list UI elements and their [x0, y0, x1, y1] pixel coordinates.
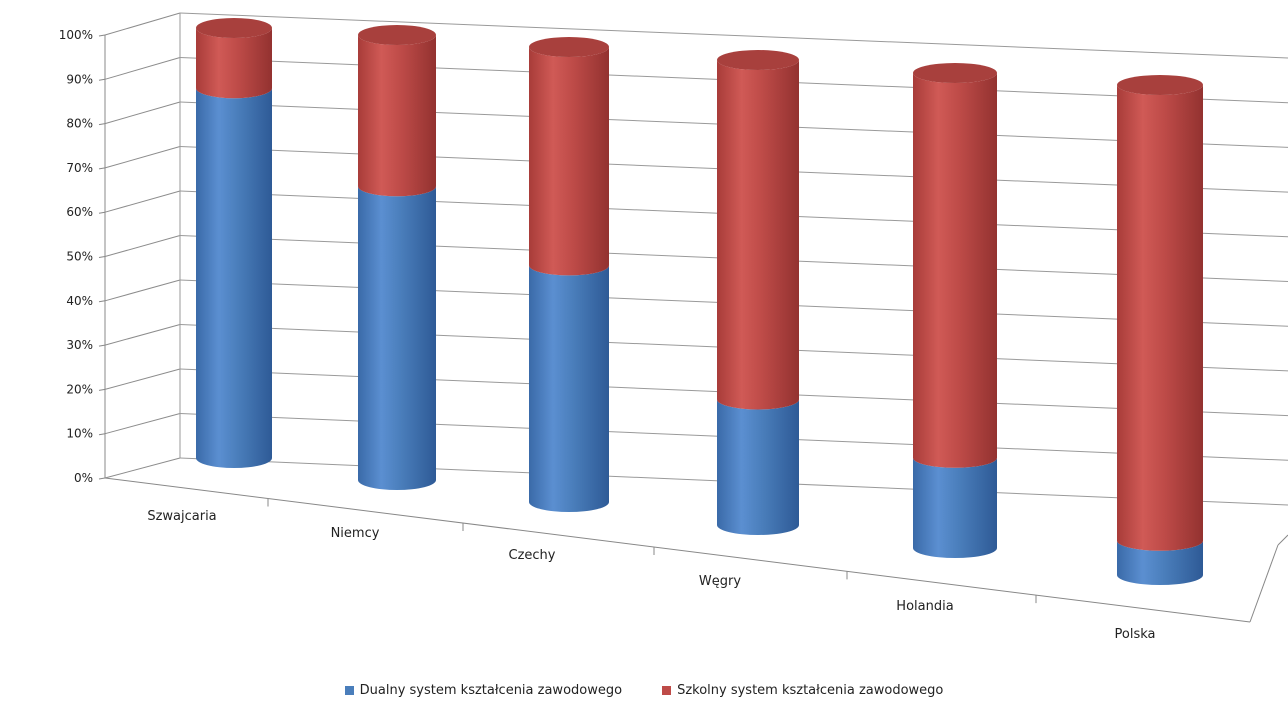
bar-szkolny — [358, 35, 436, 197]
y-tick-mark — [98, 388, 106, 391]
bar-dualny — [529, 265, 609, 512]
legend-label-dualny: Dualny system kształcenia zawodowego — [359, 682, 623, 698]
legend-swatch-szkolny — [662, 685, 672, 695]
bar-szkolny — [717, 60, 799, 410]
gridline-left — [104, 146, 181, 169]
x-tick-label: Czechy — [509, 548, 556, 563]
y-tick-label: 20% — [66, 382, 93, 396]
legend-item-szkolny: Szkolny system kształcenia zawodowego — [662, 680, 943, 700]
y-tick-label: 30% — [66, 338, 93, 352]
gridline-left — [104, 57, 181, 80]
bar-cap — [196, 18, 272, 38]
bar-dualny — [717, 399, 799, 535]
legend: Dualny system kształcenia zawodowego Szk… — [0, 680, 1288, 700]
bar-dualny — [196, 88, 272, 468]
gridline-left — [104, 279, 181, 302]
y-tick-label: 90% — [66, 72, 93, 86]
y-tick-mark — [98, 300, 106, 303]
gridline-left — [104, 12, 181, 36]
floor-right-edge — [1249, 544, 1279, 623]
cylinder-3 — [717, 50, 799, 535]
y-tick-mark — [98, 256, 106, 258]
gridline-left — [104, 101, 181, 125]
y-tick-mark — [98, 433, 106, 436]
gridline-back — [179, 12, 1288, 59]
chart-walls — [98, 12, 1288, 623]
y-tick-label: 10% — [66, 427, 93, 441]
y-tick-label: 50% — [66, 250, 93, 264]
gridline-left — [104, 324, 181, 346]
y-tick-label: 80% — [66, 117, 93, 131]
x-axis: Szwajcaria Niemcy Czechy Węgry Holandia Polsk… — [147, 509, 1155, 642]
bar-cap — [1117, 75, 1203, 95]
x-tick-label: Holandia — [896, 599, 953, 614]
y-tick-mark — [98, 78, 106, 81]
bar-cap — [717, 50, 799, 70]
gridline-left — [104, 368, 181, 390]
gridline-left — [104, 413, 181, 435]
y-tick-mark — [98, 123, 106, 126]
y-tick-mark — [98, 344, 106, 347]
cylinder-0 — [196, 18, 272, 468]
legend-label-szkolny: Szkolny system kształcenia zawodowego — [677, 682, 944, 698]
y-tick-mark — [98, 167, 106, 170]
y-axis: 0% 10% 20% 30% 40% 50% 60% 70% 80% 90% 100% — [59, 28, 93, 485]
floor-right-edge-2 — [1277, 534, 1288, 546]
cylinder-1 — [358, 25, 436, 491]
y-tick-label: 60% — [66, 205, 93, 219]
bar-cap — [913, 63, 997, 83]
bar-dualny — [358, 186, 436, 491]
bar-cap — [358, 25, 436, 45]
bar-szkolny — [913, 73, 997, 468]
gridline-left — [104, 190, 181, 213]
bar-cap — [529, 37, 609, 57]
gridline-left — [104, 457, 181, 479]
bar-szkolny — [529, 47, 609, 276]
y-tick-label: 0% — [74, 471, 93, 485]
x-tick-label: Węgry — [699, 574, 741, 589]
legend-item-dualny: Dualny system kształcenia zawodowego — [344, 680, 623, 700]
cylinder-5 — [1117, 75, 1203, 585]
y-tick-mark — [98, 211, 106, 214]
x-tick-label: Szwajcaria — [147, 509, 216, 524]
y-tick-label: 100% — [59, 28, 93, 42]
bar-szkolny — [1117, 85, 1203, 551]
bar-dualny — [1117, 540, 1203, 585]
x-tick-label: Polska — [1115, 627, 1156, 642]
x-tick-label: Niemcy — [331, 526, 380, 541]
y-tick-mark — [98, 34, 106, 37]
bar-dualny — [913, 457, 997, 558]
x-axis-line — [104, 477, 1251, 623]
plot-area — [196, 18, 1203, 585]
cylinder-4 — [913, 63, 997, 558]
y-tick-mark — [98, 477, 106, 480]
y-tick-label: 40% — [66, 294, 93, 308]
y-tick-label: 70% — [66, 161, 93, 175]
gridline-left — [104, 235, 181, 257]
bar-szkolny — [196, 28, 272, 99]
legend-swatch-dualny — [344, 685, 354, 695]
cylinder-2 — [529, 37, 609, 512]
